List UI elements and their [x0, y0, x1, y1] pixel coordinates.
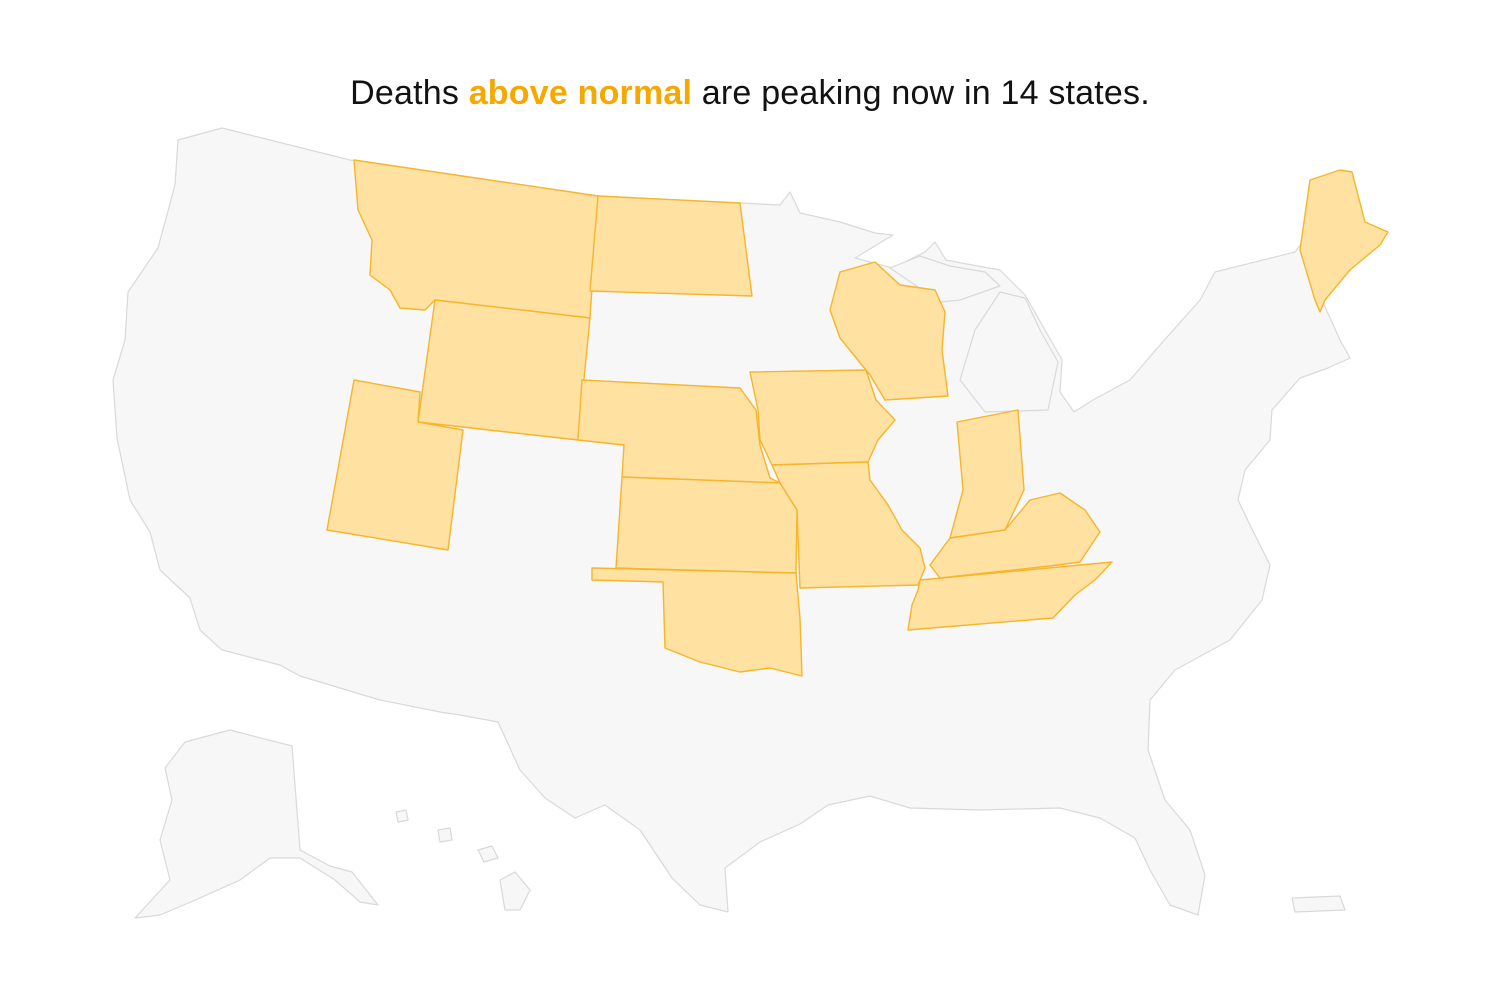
state-kentucky	[929, 492, 1101, 579]
island-kauai	[395, 809, 409, 823]
state-iowa	[749, 369, 896, 466]
state-alaska	[134, 729, 379, 919]
island-oahu	[437, 827, 453, 843]
state-wyoming	[417, 299, 591, 441]
state-michigan	[959, 291, 1059, 413]
state-maine	[1299, 169, 1389, 313]
state-michigan-upper	[889, 255, 1001, 303]
headline-suffix: are peaking now in 14 states.	[692, 74, 1150, 112]
map-headline: Deaths above normal are peaking now in 1…	[0, 74, 1500, 113]
state-hawaii	[499, 871, 531, 911]
island-maui	[477, 845, 499, 863]
state-kansas	[615, 476, 798, 574]
state-oklahoma	[591, 567, 803, 677]
state-nebraska	[577, 379, 781, 484]
state-utah	[326, 379, 464, 551]
state-missouri	[771, 461, 926, 589]
state-north-dakota	[589, 195, 753, 297]
headline-highlight: above normal	[468, 74, 693, 112]
state-tennessee	[907, 561, 1113, 631]
headline-prefix: Deaths	[350, 74, 469, 112]
territory-puerto-rico	[1291, 895, 1346, 913]
state-wisconsin	[829, 261, 949, 401]
